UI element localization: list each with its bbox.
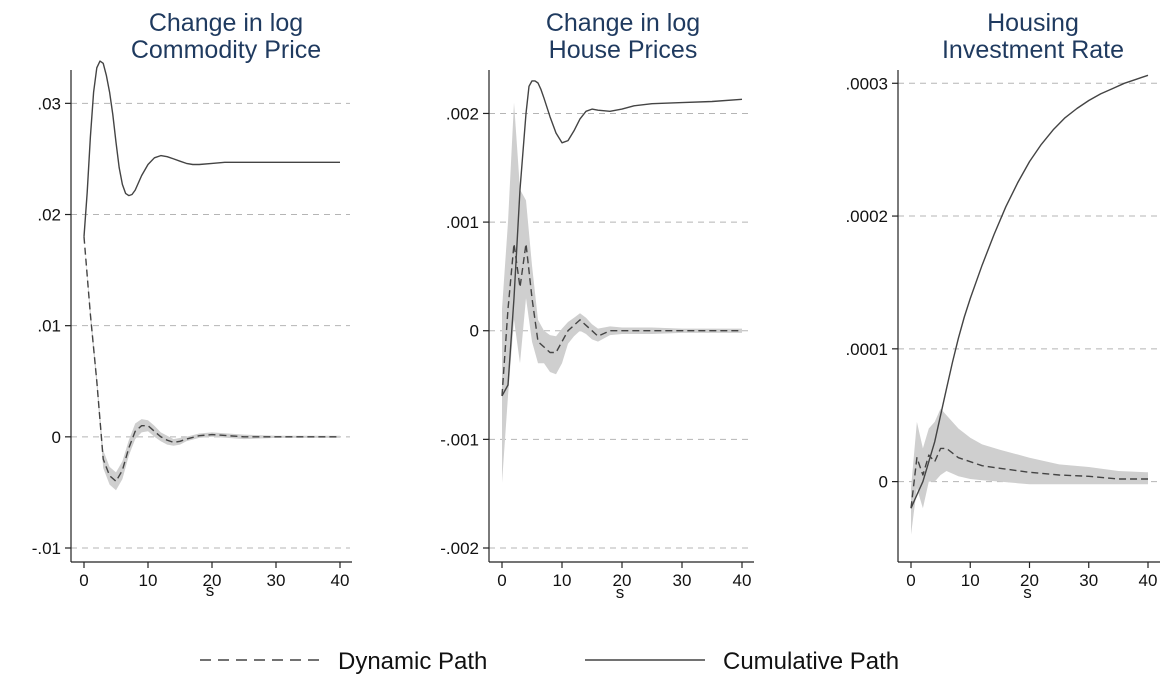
y-tick-label: .03 xyxy=(37,94,61,113)
y-tick-label: 0 xyxy=(52,428,61,447)
y-tick-label: .0001 xyxy=(845,340,888,359)
y-tick-label: .01 xyxy=(37,317,61,336)
legend-cumulative-label: Cumulative Path xyxy=(723,648,899,675)
y-tick-label: -.01 xyxy=(32,539,61,558)
y-tick-label: .0002 xyxy=(845,207,888,226)
y-tick-label: .0003 xyxy=(845,74,888,93)
x-tick-label: 0 xyxy=(497,571,506,590)
x-tick-label: 10 xyxy=(553,571,572,590)
x-tick-label: 0 xyxy=(906,571,915,590)
cumulative-path-line xyxy=(501,80,743,397)
cumulative-path-line xyxy=(910,74,1149,509)
x-tick-label: 10 xyxy=(139,571,158,590)
legend-dynamic-label: Dynamic Path xyxy=(338,648,487,675)
x-tick-label: 40 xyxy=(1139,571,1158,590)
y-tick-label: 0 xyxy=(470,322,479,341)
x-tick-label: 40 xyxy=(331,571,350,590)
x-tick-label: 40 xyxy=(733,571,752,590)
y-tick-label: -.001 xyxy=(440,430,479,449)
chart-title-line: Change in log xyxy=(546,9,700,37)
y-tick-label: -.002 xyxy=(440,539,479,558)
x-tick-label: 20 xyxy=(1020,571,1039,590)
dynamic-path-line xyxy=(83,236,340,482)
x-tick-label: 20 xyxy=(203,571,222,590)
chart-title-line: House Prices xyxy=(549,36,698,64)
y-tick-label: .02 xyxy=(37,206,61,225)
y-tick-label: .001 xyxy=(446,213,479,232)
chart-title-line: Commodity Price xyxy=(131,36,321,64)
x-tick-label: 30 xyxy=(1079,571,1098,590)
x-axis-title: s xyxy=(616,583,625,602)
x-tick-label: 10 xyxy=(961,571,980,590)
legend: Dynamic Path Cumulative Path xyxy=(200,648,899,675)
x-tick-label: 30 xyxy=(267,571,286,590)
x-axis-title: s xyxy=(1023,583,1032,602)
confidence-band xyxy=(84,236,340,491)
chart-title-line: Investment Rate xyxy=(942,36,1124,64)
confidence-band xyxy=(502,102,742,483)
chart-title-line: Housing xyxy=(987,9,1079,37)
x-axis-title: s xyxy=(206,581,215,600)
x-tick-label: 30 xyxy=(673,571,692,590)
x-tick-label: 0 xyxy=(79,571,88,590)
dynamic-path-line xyxy=(910,447,1148,509)
y-tick-label: 0 xyxy=(879,473,888,492)
y-tick-label: .002 xyxy=(446,104,479,123)
x-tick-label: 20 xyxy=(613,571,632,590)
cumulative-path-line xyxy=(83,60,340,237)
chart-title-line: Change in log xyxy=(149,9,303,37)
confidence-band xyxy=(911,408,1148,535)
dynamic-path-line xyxy=(501,243,742,396)
